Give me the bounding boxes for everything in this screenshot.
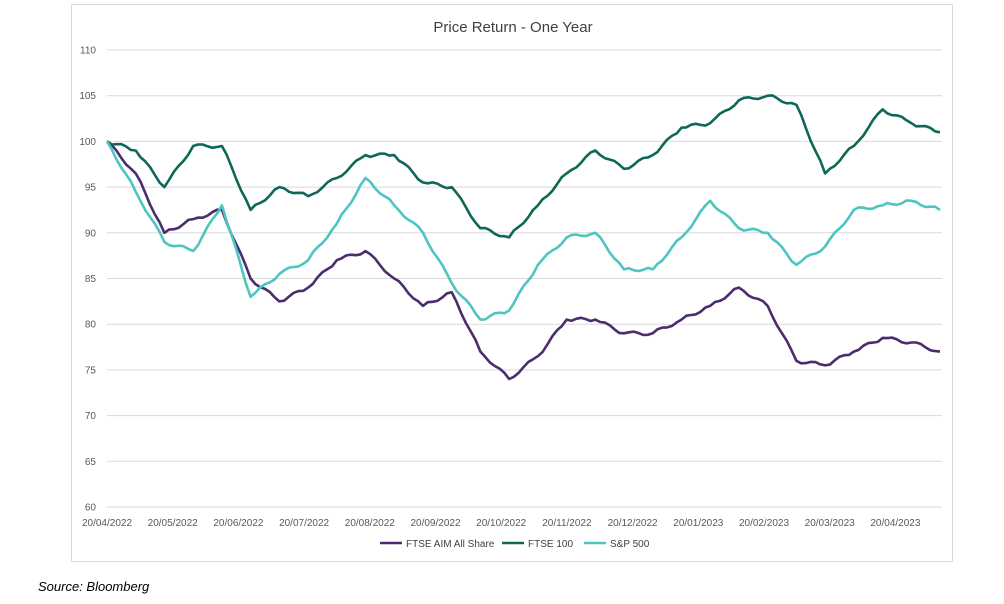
y-tick-label: 110 xyxy=(80,46,96,57)
source-note: Source: Bloomberg xyxy=(38,579,150,594)
x-tick-label: 20/08/2022 xyxy=(345,518,395,529)
y-tick-label: 60 xyxy=(85,503,97,514)
y-tick-label: 85 xyxy=(85,274,97,285)
x-tick-label: 20/02/2023 xyxy=(739,518,789,529)
y-tick-label: 75 xyxy=(85,365,97,376)
y-tick-label: 80 xyxy=(85,320,97,331)
gridlines xyxy=(107,49,942,508)
legend: FTSE AIM All Share FTSE 100 S&P 500 xyxy=(380,539,650,550)
x-tick-label: 20/07/2022 xyxy=(279,518,329,529)
x-tick-label: 20/06/2022 xyxy=(213,518,263,529)
y-tick-label: 105 xyxy=(79,91,96,102)
x-tick-label: 20/03/2023 xyxy=(805,518,855,529)
y-tick-label: 90 xyxy=(85,228,97,239)
series-line-s-p-500 xyxy=(105,140,941,321)
chart-frame: Price Return - One Year 60 65 70 75 80 85 90 95… xyxy=(71,4,953,562)
y-tick-label: 70 xyxy=(85,411,97,422)
series-line-ftse-100 xyxy=(106,94,941,239)
chart-title: Price Return - One Year xyxy=(433,19,592,36)
legend-label: FTSE 100 xyxy=(528,539,573,550)
legend-label: S&P 500 xyxy=(610,539,650,550)
x-tick-label: 20/10/2022 xyxy=(476,518,526,529)
series-lines xyxy=(105,94,941,381)
x-tick-label: 20/04/2023 xyxy=(870,518,920,529)
series-line-ftse-aim-all-share xyxy=(106,140,941,381)
x-tick-label: 20/09/2022 xyxy=(410,518,460,529)
price-return-chart: Price Return - One Year 60 65 70 75 80 85 90 95… xyxy=(79,19,942,550)
y-tick-label: 65 xyxy=(85,457,97,468)
y-tick-label: 100 xyxy=(79,137,96,148)
x-tick-label: 20/12/2022 xyxy=(608,518,658,529)
x-tick-label: 20/04/2022 xyxy=(82,518,132,529)
y-tick-label: 95 xyxy=(85,183,97,194)
x-axis-ticks: 20/04/2022 20/05/2022 20/06/2022 20/07/2022… xyxy=(82,518,921,529)
x-tick-label: 20/11/2022 xyxy=(542,518,592,529)
y-axis-ticks: 60 65 70 75 80 85 90 95 100 105 110 xyxy=(79,46,96,514)
x-tick-label: 20/05/2022 xyxy=(148,518,198,529)
legend-label: FTSE AIM All Share xyxy=(406,539,495,550)
x-tick-label: 20/01/2023 xyxy=(673,518,723,529)
